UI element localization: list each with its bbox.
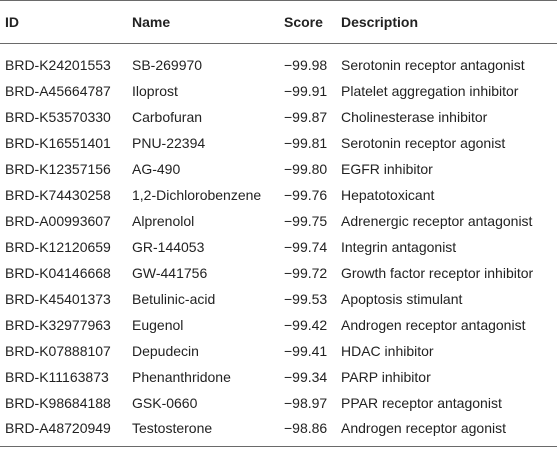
cell-name: Carbofuran [132,108,203,125]
cell-score: −99.53 [284,290,328,307]
table-row: BRD-K16551401 PNU-22394 −99.81 Serotonin… [0,130,557,156]
cell-score: −99.34 [284,368,328,385]
cell-name: 1,2-Dichlorobenzene [132,186,262,203]
table-row: BRD-K12357156 AG-490 −99.80 EGFR inhibit… [0,156,557,182]
table-row: BRD-K04146668 GW-441756 −99.72 Growth fa… [0,260,557,286]
cell-description: Serotonin receptor antagonist [341,56,525,73]
cell-name: Depudecin [132,342,199,359]
cell-description: Adrenergic receptor antagonist [341,212,533,229]
cell-description: PARP inhibitor [341,368,431,385]
cell-description: EGFR inhibitor [341,160,433,177]
cell-description: Serotonin receptor agonist [341,134,506,151]
results-table-container: ID Name Score Description BRD-K24201553 … [0,0,557,447]
cell-id: BRD-A45664787 [5,82,111,99]
cell-id: BRD-K12357156 [5,160,111,177]
cell-description: Androgen receptor agonist [336,415,557,447]
cell-name: PNU-22394 [132,134,206,151]
cell-score: −99.72 [284,264,328,281]
cell-score: −99.80 [284,160,328,177]
cell-score: −98.86 [279,415,336,447]
column-header-score: Score [279,0,336,44]
header-row: ID Name Score Description [0,0,557,44]
cell-score: −99.98 [284,56,328,73]
cell-id: BRD-K11163873 [5,368,109,385]
table-row: BRD-K12120659 GR-144053 −99.74 Integrin … [0,234,557,260]
cell-name: Phenanthridone [132,368,231,385]
column-header-name: Name [127,0,279,44]
cell-name: Eugenol [132,316,184,333]
cell-id: BRD-K53570330 [5,108,111,125]
cell-name: GW-441756 [132,264,208,281]
cell-name: GSK-0660 [132,394,198,411]
table-body: BRD-K24201553 SB-269970 −99.98 Serotonin… [0,44,557,447]
table-row: BRD-A00993607 Alprenolol −99.75 Adrenerg… [0,208,557,234]
table-row: BRD-K74430258 1,2-Dichlorobenzene −99.76… [0,182,557,208]
cell-score: −99.41 [284,342,328,359]
cell-description: Apoptosis stimulant [341,290,463,307]
cell-description: Growth factor receptor inhibitor [341,264,534,281]
results-table: ID Name Score Description BRD-K24201553 … [0,0,557,447]
cell-score: −99.91 [284,82,328,99]
table-row: BRD-K07888107 Depudecin −99.41 HDAC inhi… [0,338,557,364]
cell-score: −99.87 [284,108,328,125]
cell-score: −99.42 [284,316,328,333]
cell-score: −99.76 [284,186,328,203]
table-row: BRD-K45401373 Betulinic-acid −99.53 Apop… [0,286,557,312]
cell-score: −99.81 [284,134,328,151]
table-row: BRD-A45664787 Iloprost −99.91 Platelet a… [0,78,557,104]
cell-description: PPAR receptor antagonist [341,394,502,411]
cell-name: Testosterone [127,415,279,447]
cell-name: Betulinic-acid [132,290,216,307]
table-row: BRD-K24201553 SB-269970 −99.98 Serotonin… [0,44,557,78]
column-header-description: Description [336,0,557,44]
table-row: BRD-A48720949 Testosterone −98.86 Androg… [0,415,557,447]
cell-id: BRD-A48720949 [0,415,127,447]
cell-id: BRD-K74430258 [5,186,111,203]
cell-name: AG-490 [132,160,181,177]
table-row: BRD-K32977963 Eugenol −99.42 Androgen re… [0,312,557,338]
cell-id: BRD-K16551401 [5,134,111,151]
cell-score: −99.74 [284,238,328,255]
cell-id: BRD-K32977963 [5,316,111,333]
cell-id: BRD-K45401373 [5,290,111,307]
table-row: BRD-K98684188 GSK-0660 −98.97 PPAR recep… [0,390,557,416]
cell-id: BRD-A00993607 [5,212,111,229]
table-header: ID Name Score Description [0,0,557,44]
cell-description: Hepatotoxicant [341,186,435,203]
cell-description: HDAC inhibitor [341,342,434,359]
cell-id: BRD-K24201553 [5,56,111,73]
table-row: BRD-K53570330 Carbofuran −99.87 Cholines… [0,104,557,130]
cell-description: Integrin antagonist [341,238,457,255]
cell-id: BRD-K04146668 [5,264,111,281]
cell-name: Iloprost [132,82,178,99]
cell-score: −99.75 [284,212,328,229]
table-row: BRD-K11163873 Phenanthridone −99.34 PARP… [0,364,557,390]
cell-id: BRD-K07888107 [5,342,111,359]
cell-id: BRD-K12120659 [5,238,111,255]
cell-id: BRD-K98684188 [5,394,111,411]
cell-score: −98.97 [284,394,328,411]
cell-name: Alprenolol [132,212,195,229]
cell-description: Cholinesterase inhibitor [341,108,488,125]
cell-description: Platelet aggregation inhibitor [341,82,519,99]
cell-description: Androgen receptor antagonist [341,316,526,333]
cell-name: SB-269970 [132,56,203,73]
cell-name: GR-144053 [132,238,205,255]
column-header-id: ID [0,0,127,44]
